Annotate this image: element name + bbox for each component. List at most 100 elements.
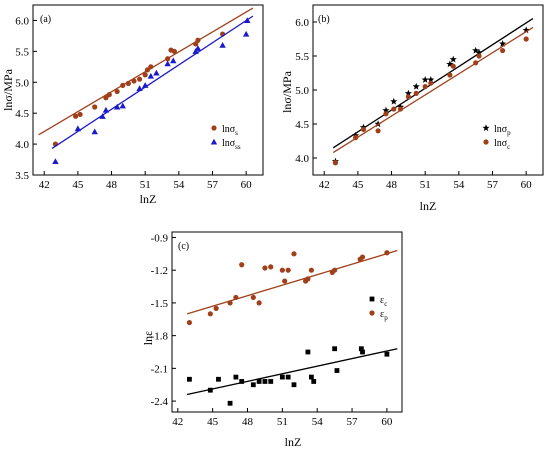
x-tick-label: 51	[277, 416, 288, 428]
data-point	[239, 379, 245, 384]
data-point	[413, 90, 419, 96]
data-point	[147, 72, 155, 79]
data-point	[450, 63, 456, 69]
data-point	[227, 400, 233, 406]
legend-label: εc	[380, 295, 387, 308]
data-point	[428, 80, 434, 86]
y-tick-label: -0.9	[151, 232, 169, 244]
legend-marker	[482, 124, 490, 132]
data-point	[390, 97, 398, 105]
data-point	[421, 76, 429, 83]
y-tick-label: 3.5	[15, 170, 29, 182]
data-point	[120, 82, 126, 88]
legend-label: lnσss	[222, 138, 241, 151]
data-point	[136, 76, 143, 82]
data-point	[291, 251, 297, 257]
fit-line-1	[186, 249, 398, 315]
panel-a-ticks: 42 45 48 51 54 57 60 3.5 4.0 4.5 5.0 5.5 6.0	[15, 15, 252, 191]
legend-label-base: lnσ	[494, 138, 508, 149]
data-point	[475, 48, 483, 56]
data-point	[102, 106, 110, 113]
legend-marker	[210, 138, 218, 145]
legend-label-base: ε	[380, 295, 384, 306]
data-point	[144, 67, 151, 73]
legend-label-sub: p	[384, 314, 388, 322]
data-point	[73, 113, 79, 119]
panel-c-data	[186, 249, 398, 406]
x-tick-label: 51	[140, 179, 151, 191]
data-point	[103, 95, 109, 101]
data-point	[360, 126, 367, 133]
y-tick-label: 5.0	[295, 85, 309, 97]
data-point	[262, 265, 268, 271]
panel-b-label: (b)	[318, 14, 330, 25]
x-tick-label: 42	[172, 416, 183, 428]
data-point	[374, 120, 382, 128]
data-point	[141, 82, 149, 88]
panel-a-xlabel: lnZ	[140, 192, 157, 206]
data-point	[170, 57, 177, 64]
data-point	[305, 349, 311, 355]
data-point	[207, 311, 213, 317]
y-tick-label: -2.4	[151, 396, 169, 408]
legend-label: lnσp	[494, 124, 511, 137]
data-point	[308, 374, 314, 380]
y-tick-label: -1.5	[151, 298, 169, 310]
x-tick-label: 45	[352, 179, 364, 191]
data-point	[383, 111, 389, 117]
x-tick-label: 54	[312, 416, 324, 428]
legend-marker	[369, 296, 375, 302]
data-point	[164, 60, 171, 67]
data-point	[77, 111, 83, 118]
fit-line-1	[332, 26, 534, 154]
data-point	[242, 30, 250, 37]
panel-a-data	[38, 7, 254, 164]
data-point	[239, 262, 245, 268]
legend-label-base: lnσ	[222, 124, 236, 135]
y-tick-label: 5.5	[15, 46, 29, 58]
data-point	[282, 278, 288, 284]
data-point	[332, 267, 338, 273]
data-point	[268, 379, 274, 384]
legend-label-base: ε	[380, 309, 384, 320]
data-point	[250, 294, 256, 301]
data-point	[233, 374, 239, 380]
data-point	[353, 135, 359, 141]
data-point	[113, 103, 121, 110]
panel-a-frame	[32, 4, 264, 176]
data-point	[360, 349, 365, 355]
data-point	[446, 60, 454, 68]
legend-marker	[483, 139, 489, 145]
data-point	[447, 72, 453, 78]
legend-label-sub: ss	[235, 143, 241, 151]
data-point	[404, 89, 412, 97]
legend-label: lnσc	[494, 138, 510, 151]
data-point	[119, 102, 126, 109]
data-point	[142, 72, 148, 78]
data-point	[523, 36, 529, 42]
fit-line-0	[186, 348, 398, 396]
data-point	[285, 267, 291, 273]
data-point	[171, 48, 177, 54]
data-point	[412, 82, 420, 90]
data-point	[92, 104, 98, 110]
data-point	[332, 346, 338, 352]
y-tick-label: 5.5	[295, 51, 309, 63]
data-point	[499, 39, 507, 47]
data-point	[279, 374, 285, 380]
data-point	[476, 53, 482, 59]
data-point	[500, 47, 506, 54]
data-point	[391, 106, 397, 112]
panel-a-label: (a)	[40, 14, 51, 25]
data-point	[106, 92, 112, 98]
data-point	[449, 55, 457, 63]
legend-label-sub: p	[507, 129, 511, 137]
y-tick-label: -1.2	[151, 265, 168, 277]
y-tick-label: 6.0	[295, 17, 309, 29]
x-tick-label: 60	[241, 179, 253, 191]
panel-b-ticks: 42 45 48 51 54 57 60 4.0 4.5 5.0 5.5 6.0	[295, 17, 532, 191]
data-point	[334, 368, 340, 373]
